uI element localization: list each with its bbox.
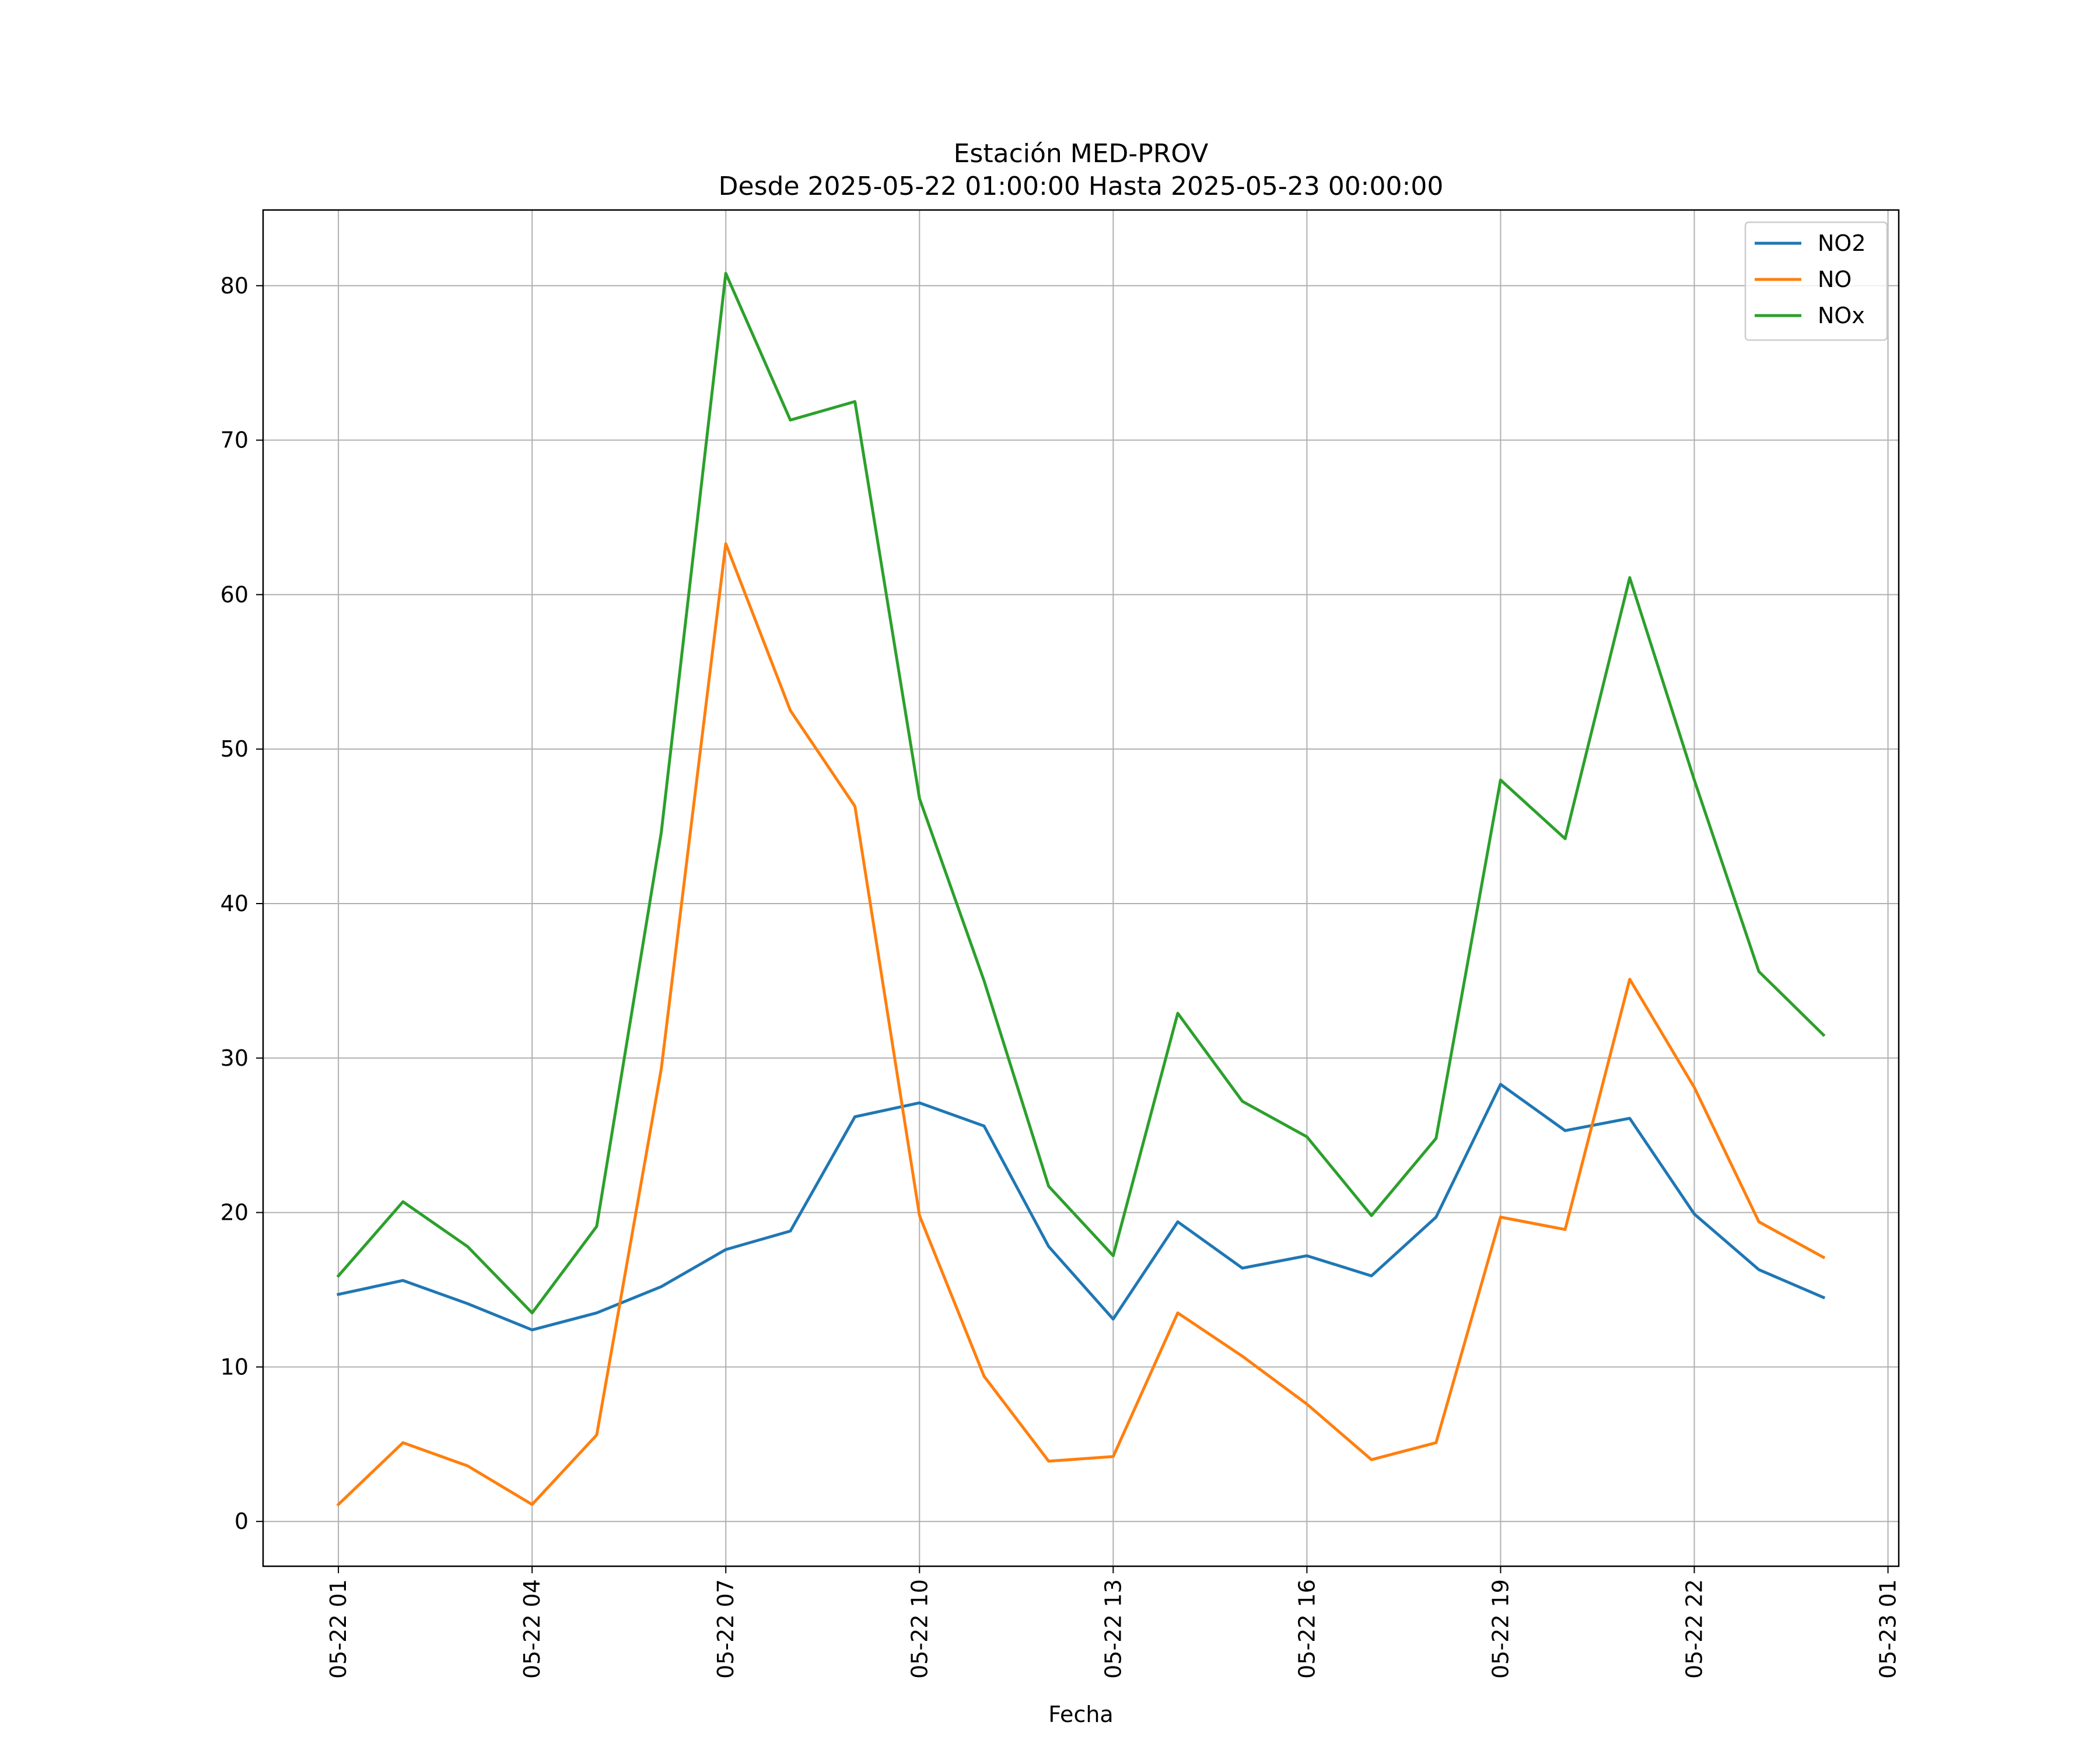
x-tick-label: 05-22 19	[1488, 1579, 1513, 1679]
y-tick-label: 0	[235, 1508, 249, 1534]
grid	[263, 210, 1899, 1566]
series-line-no2	[337, 1083, 1826, 1332]
x-tick-label: 05-22 10	[907, 1579, 932, 1679]
y-tick-label: 30	[220, 1045, 249, 1071]
legend: NO2 NO NOx	[1744, 221, 1888, 341]
legend-label-nox: NOx	[1818, 303, 1865, 328]
legend-frame	[1744, 221, 1888, 341]
x-tick-label: 05-22 07	[713, 1579, 738, 1679]
y-tick-label: 20	[220, 1200, 249, 1226]
series-lines	[336, 272, 1826, 1507]
axis-ticks: 05-22 01 05-22 04 05-22 07 05-22 10 05-22 13…	[220, 273, 1901, 1679]
y-tick-label: 10	[220, 1354, 249, 1380]
x-tick-label: 05-23 01	[1875, 1579, 1901, 1679]
x-axis-label: Fecha	[1048, 1702, 1113, 1727]
y-tick-label: 40	[220, 891, 249, 916]
x-tick-label: 05-22 16	[1294, 1579, 1320, 1679]
legend-label-no2: NO2	[1818, 230, 1866, 256]
y-tick-label: 50	[220, 736, 249, 762]
chart-title: Estación MED-PROV	[954, 139, 1209, 169]
x-tick-label: 05-22 22	[1682, 1579, 1707, 1679]
x-tick-label: 05-22 01	[326, 1579, 351, 1679]
chart-subtitle: Desde 2025-05-22 01:00:00 Hasta 2025-05-…	[719, 172, 1444, 201]
y-tick-label: 80	[220, 273, 249, 299]
plot-frame	[262, 209, 1900, 1567]
series-line-nox	[336, 272, 1826, 1315]
series-line-no	[336, 542, 1826, 1507]
y-tick-label: 60	[220, 582, 249, 607]
x-tick-label: 05-22 04	[519, 1579, 545, 1679]
legend-label-no: NO	[1818, 267, 1852, 292]
x-tick-label: 05-22 13	[1100, 1579, 1126, 1679]
y-tick-label: 70	[220, 428, 249, 453]
